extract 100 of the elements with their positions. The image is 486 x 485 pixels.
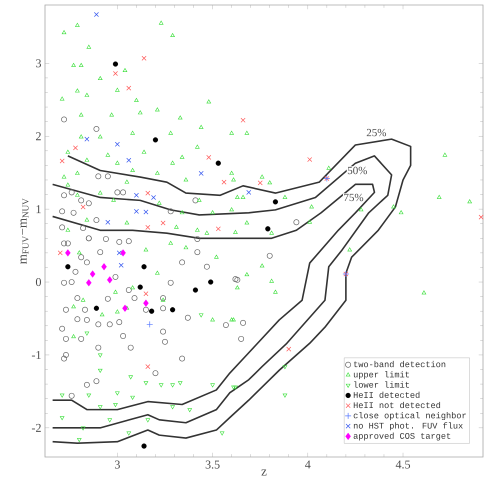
point <box>112 61 118 67</box>
x-tick-label: 4.5 <box>396 460 410 469</box>
point <box>160 220 166 226</box>
x-tick-label: 4 <box>305 460 311 468</box>
point <box>149 308 154 314</box>
y-tick-label: -1 <box>32 350 41 359</box>
point <box>265 226 270 232</box>
point <box>222 180 226 185</box>
point <box>65 264 70 270</box>
legend-label: no HST phot. FUV flux <box>354 422 463 430</box>
point <box>126 432 131 436</box>
legend-label: two-band detection <box>354 360 446 368</box>
point <box>114 142 120 147</box>
point <box>60 394 64 398</box>
point <box>146 320 154 328</box>
point <box>73 145 78 150</box>
point <box>94 12 99 17</box>
point <box>94 306 100 311</box>
point <box>98 405 102 410</box>
point <box>143 291 148 296</box>
point <box>86 394 92 398</box>
point <box>58 250 63 256</box>
point <box>178 381 182 386</box>
point <box>188 408 192 412</box>
point <box>192 287 198 293</box>
point <box>208 279 214 285</box>
point <box>130 396 135 400</box>
point <box>143 300 149 307</box>
point <box>286 346 292 352</box>
point <box>118 262 124 268</box>
point <box>112 71 118 76</box>
y-tick-label: 1 <box>36 205 41 214</box>
point <box>282 365 288 370</box>
point <box>170 307 176 312</box>
point <box>98 368 102 373</box>
point <box>60 416 64 420</box>
point <box>134 192 139 198</box>
annotation: 50% <box>348 166 368 174</box>
point <box>101 263 107 270</box>
point <box>220 432 224 436</box>
point <box>240 118 246 123</box>
point <box>122 304 128 312</box>
point <box>216 226 221 232</box>
point <box>258 180 263 186</box>
point <box>144 381 148 386</box>
point <box>108 418 112 422</box>
point <box>120 249 126 256</box>
point <box>98 354 102 358</box>
y-axis-title: m$_{FUV}$−m$_{NUV}$ <box>20 198 29 264</box>
point <box>210 383 215 388</box>
point <box>128 375 133 380</box>
point <box>146 418 150 422</box>
y-tick-label: -2 <box>32 424 41 432</box>
legend-label: approved COS target <box>354 432 450 441</box>
point <box>231 386 236 390</box>
y-tick-label: 3 <box>36 59 42 68</box>
point <box>145 364 150 370</box>
x-axis-title: z <box>261 470 267 476</box>
point <box>151 194 156 200</box>
legend-label: upper limit <box>354 371 409 380</box>
point <box>282 394 288 398</box>
point <box>145 190 150 196</box>
point <box>138 284 143 290</box>
point <box>105 220 110 225</box>
point <box>143 210 148 215</box>
legend-label: lower limit <box>354 381 409 388</box>
point <box>77 438 82 442</box>
point <box>246 190 252 195</box>
point <box>134 208 139 214</box>
point <box>80 426 86 430</box>
point <box>272 199 278 204</box>
point <box>126 158 132 163</box>
annotation: 25% <box>366 128 386 136</box>
point <box>307 157 312 162</box>
x-tick-label: 3 <box>114 460 120 469</box>
point <box>170 383 175 388</box>
point <box>233 386 238 390</box>
point <box>206 154 212 160</box>
point <box>141 264 147 270</box>
point <box>116 250 122 256</box>
point <box>145 224 150 230</box>
point <box>198 170 204 176</box>
point <box>198 313 204 318</box>
point <box>86 279 92 286</box>
point <box>115 391 120 396</box>
point <box>84 136 90 142</box>
point <box>80 204 86 210</box>
point <box>65 249 71 256</box>
point <box>158 383 164 388</box>
y-tick-label: 0 <box>36 278 42 286</box>
point <box>84 332 90 336</box>
legend-label: HeII detected <box>354 392 420 398</box>
x-tick-label: 3.5 <box>206 460 220 469</box>
point <box>113 403 118 408</box>
legend-label: HeII not detected <box>354 402 440 408</box>
point <box>126 86 132 91</box>
point <box>90 270 96 278</box>
point <box>478 214 484 220</box>
point <box>107 276 112 284</box>
point <box>141 443 147 449</box>
